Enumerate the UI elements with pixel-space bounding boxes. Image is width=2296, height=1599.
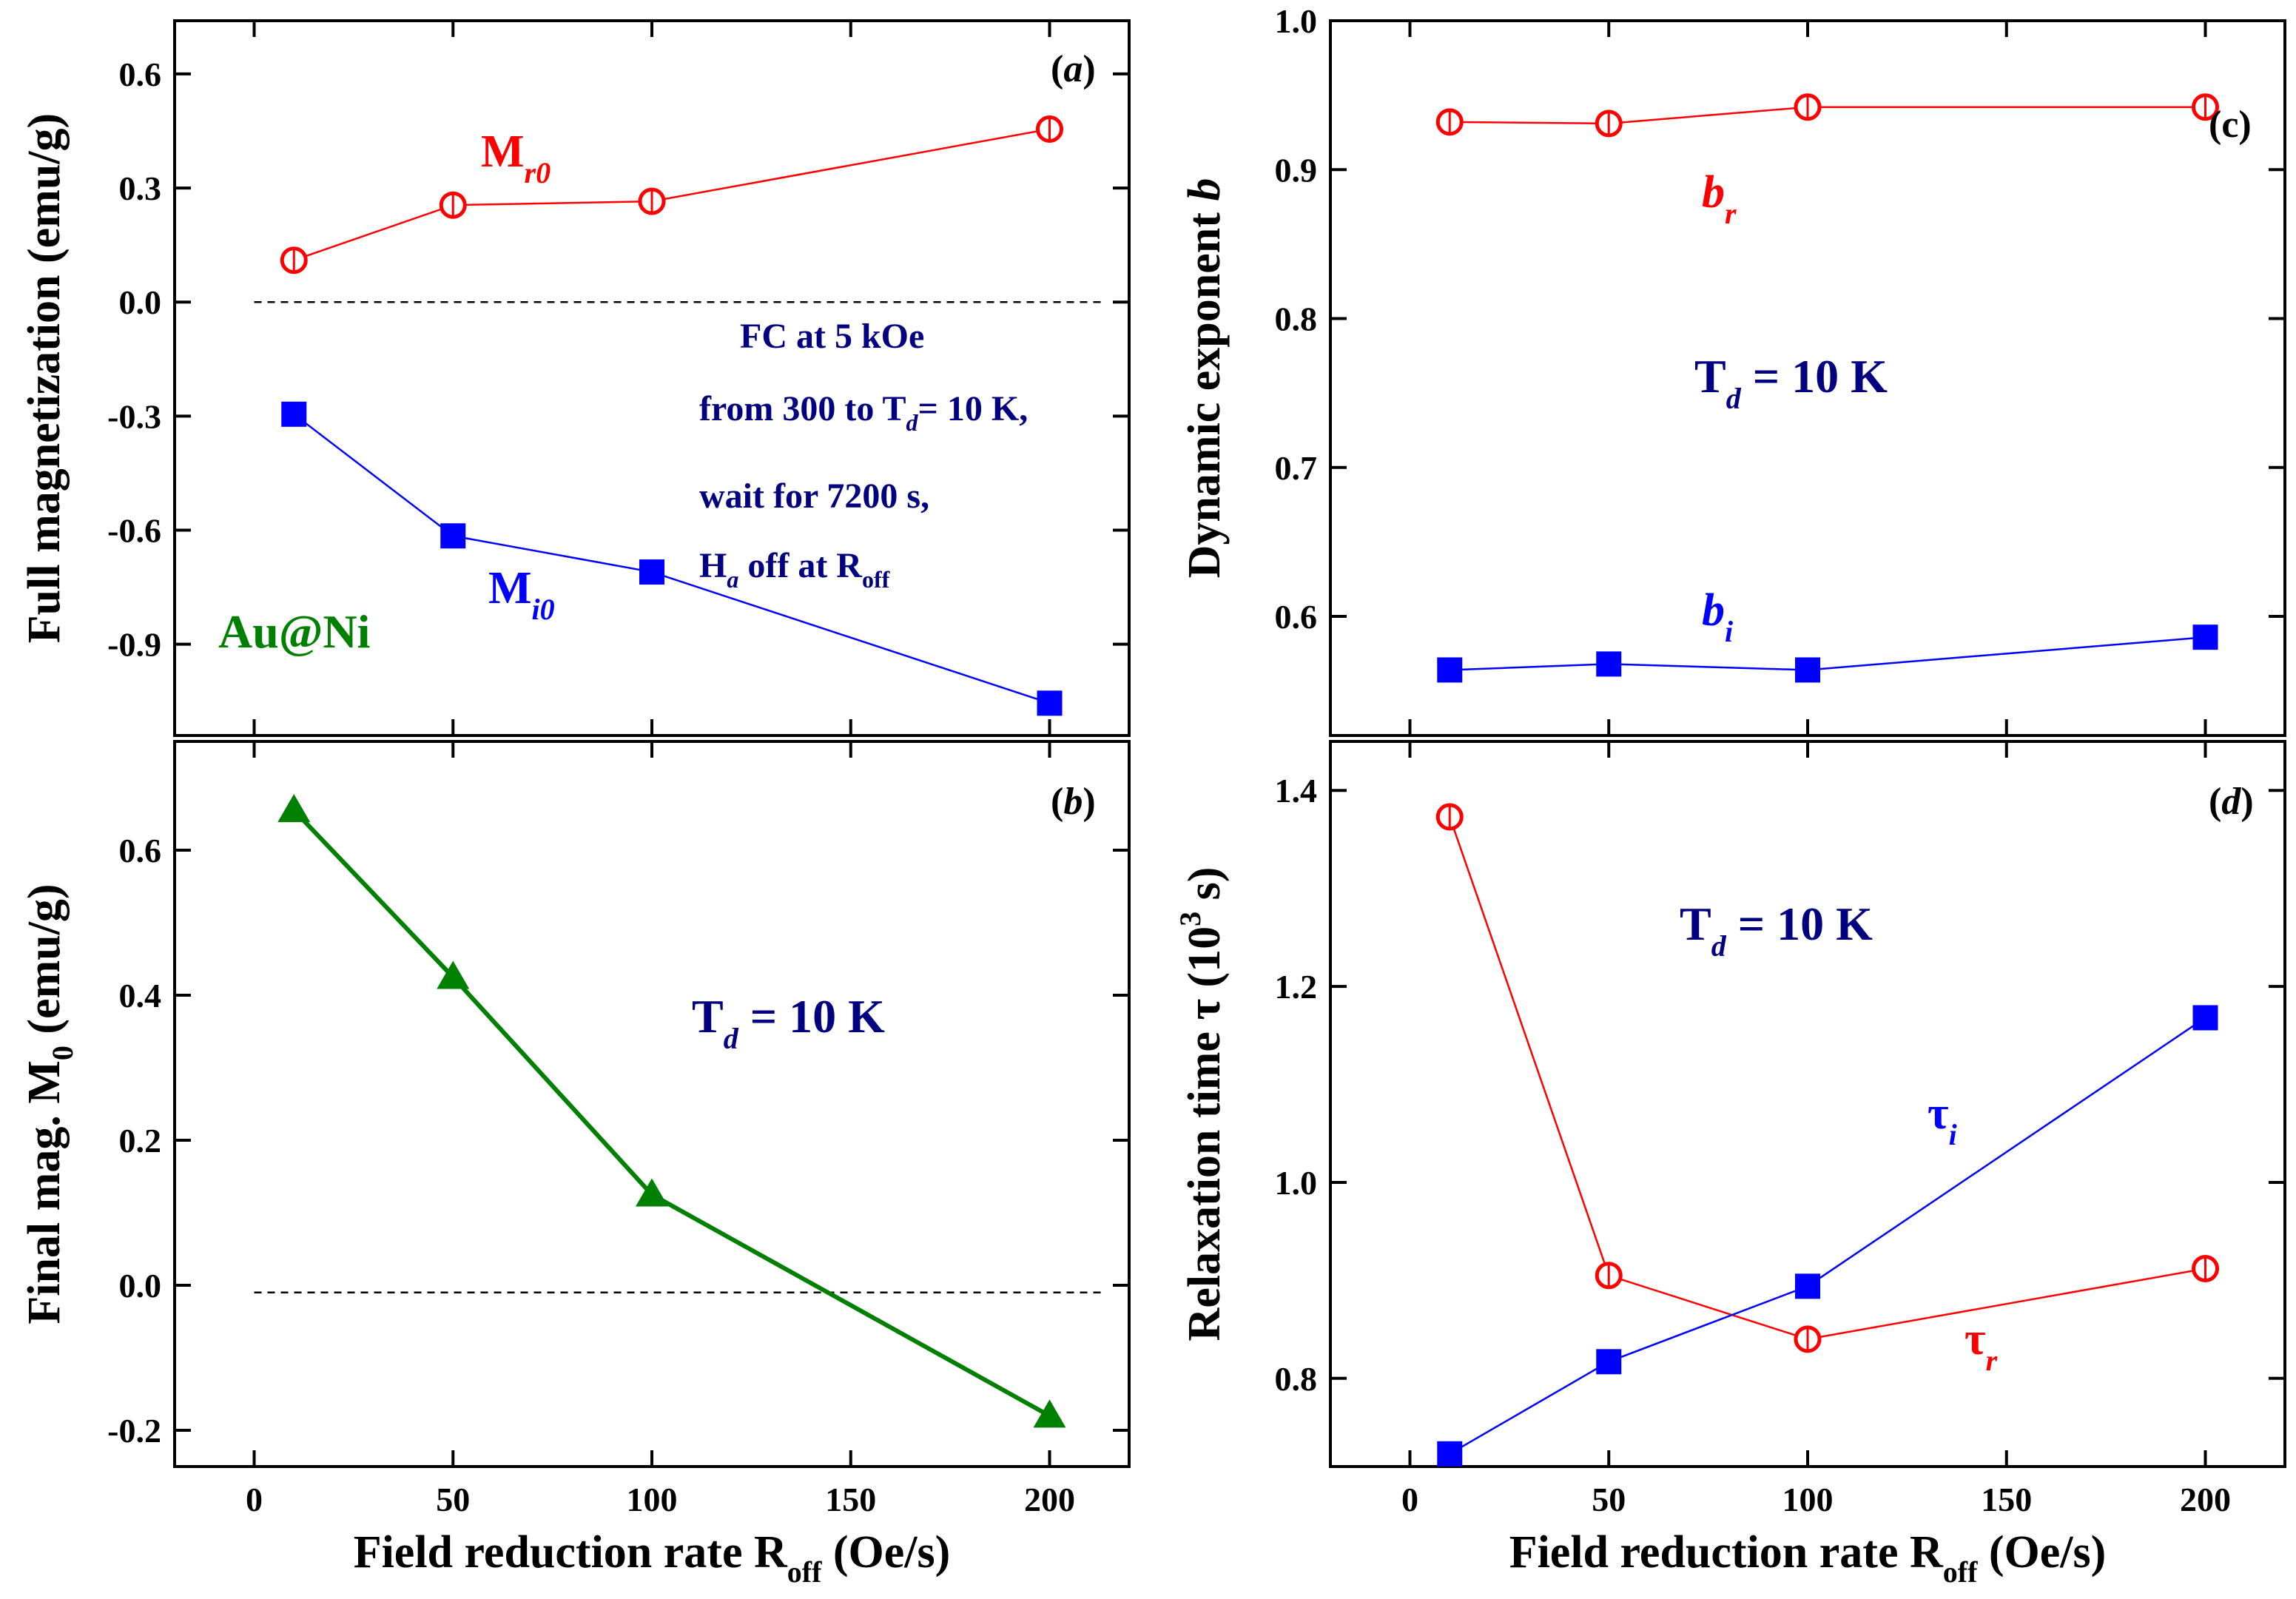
y-tick-label: 0.8 xyxy=(1275,300,1318,338)
data-point xyxy=(281,401,307,427)
data-point xyxy=(277,794,311,823)
panel-a-label-mr0: Mr0 xyxy=(481,127,551,189)
panel-c: 1.0 0.9 0.8 0.7 0.6 (c) Dynamic exponent b b… xyxy=(1179,2,2286,737)
y-tick-label: 0.9 xyxy=(1275,151,1318,189)
panel-c-label-bi: bi xyxy=(1702,585,1733,648)
data-point xyxy=(1033,1399,1066,1428)
panel-b-x-title: Field reduction rate Roff (Oe/s) xyxy=(354,1527,951,1589)
panel-d-tag: (d) xyxy=(2209,781,2254,823)
panel-d-x-ticks: 0 50 100 150 200 xyxy=(1401,741,2231,1518)
panel-a-protocol-line1: FC at 5 kOe xyxy=(740,317,924,356)
series-line-0 xyxy=(1449,816,2206,1341)
panel-d-temperature-label: Td = 10 K xyxy=(1680,898,1873,963)
y-tick-label: 1.4 xyxy=(1275,772,1318,809)
x-tick-label: 50 xyxy=(436,1481,470,1518)
y-tick-label: 0.2 xyxy=(119,1122,162,1159)
x-tick-label: 100 xyxy=(1782,1481,1834,1518)
y-tick-label: -0.9 xyxy=(107,626,161,664)
y-tick-label: 0.6 xyxy=(119,832,162,869)
data-point xyxy=(636,1178,668,1207)
data-point xyxy=(2192,1005,2218,1031)
series-line-0 xyxy=(292,809,1051,1418)
panel-d-x-title: Field reduction rate Roff (Oe/s) xyxy=(1509,1527,2107,1589)
panel-c-tag: (c) xyxy=(2209,104,2252,146)
panel-d-series xyxy=(1435,803,2219,1467)
y-tick-label: -0.6 xyxy=(107,512,161,550)
panel-a-label-mi0: Mi0 xyxy=(488,563,555,626)
y-tick-label: 1.2 xyxy=(1275,968,1318,1006)
data-point xyxy=(1037,690,1063,716)
y-tick-label: 0.6 xyxy=(119,55,162,93)
panel-b-y-title: Final mag. M0 (emu/g) xyxy=(19,883,79,1324)
panel-b-frame xyxy=(173,740,1131,1468)
panel-b: 0.6 0.4 0.2 0.0 -0.2 0 50 100 150 200 (b) Final … xyxy=(19,740,1131,1589)
x-tick-label: 0 xyxy=(1401,1481,1418,1518)
panel-a-protocol-line4: Ha off at Roff xyxy=(699,546,890,593)
x-tick-label: 200 xyxy=(1024,1481,1075,1518)
series-line-0 xyxy=(1450,106,2206,125)
panel-c-x-ticks xyxy=(1408,21,2207,735)
x-tick-label: 50 xyxy=(1592,1481,1626,1518)
panel-d-label-taui: τi xyxy=(1928,1088,1957,1151)
panel-a-protocol-line2: from 300 to Td= 10 K, xyxy=(699,389,1028,436)
y-tick-label: 0.8 xyxy=(1275,1360,1318,1398)
y-tick-label: 0.0 xyxy=(119,283,162,321)
panel-a-tag: (a) xyxy=(1051,48,1096,90)
series-line-1 xyxy=(293,413,1050,704)
panel-a-protocol-line3: wait for 7200 s, xyxy=(699,477,929,516)
panel-c-y-title: Dynamic exponent b xyxy=(1179,178,1230,579)
series-line-1 xyxy=(1449,1017,2206,1455)
y-tick-label: 0.6 xyxy=(1275,598,1318,636)
panel-a-sample-label: Au@Ni xyxy=(218,605,370,658)
y-tick-label: 0.0 xyxy=(119,1267,162,1305)
panel-a-x-ticks xyxy=(252,21,1051,735)
data-point xyxy=(2192,625,2218,650)
data-point xyxy=(1437,657,1463,683)
y-tick-label: -0.2 xyxy=(107,1412,161,1450)
y-tick-label: 0.7 xyxy=(1275,449,1318,487)
panel-c-series xyxy=(1435,93,2219,683)
panel-a-y-ticks: 0.6 0.3 0.0 -0.3 -0.6 -0.9 xyxy=(107,55,1129,664)
panel-a-series xyxy=(280,115,1063,716)
panel-d-y-title: Relaxation time τ (103 s) xyxy=(1174,867,1230,1342)
panel-b-series xyxy=(277,794,1066,1428)
panel-d: 1.4 1.2 1.0 0.8 0 50 100 150 200 (d) Relaxation… xyxy=(1174,740,2286,1589)
panel-c-label-br: br xyxy=(1702,167,1737,230)
panel-a-y-title: Full magnetization (emu/g) xyxy=(19,113,70,643)
panel-b-temperature-label: Td = 10 K xyxy=(692,990,885,1055)
x-tick-label: 100 xyxy=(627,1481,678,1518)
data-point xyxy=(1596,651,1622,677)
panel-a: 0.6 0.3 0.0 -0.3 -0.6 -0.9 (a) Full magnetiza… xyxy=(19,19,1131,737)
panel-c-temperature-label: Td = 10 K xyxy=(1694,350,1888,415)
panel-d-frame xyxy=(1329,740,2286,1468)
series-line-1 xyxy=(1450,636,2206,671)
panel-b-y-ticks: 0.6 0.4 0.2 0.0 -0.2 xyxy=(107,832,1129,1450)
x-tick-label: 150 xyxy=(825,1481,876,1518)
x-tick-label: 0 xyxy=(246,1481,263,1518)
panel-d-y-ticks: 1.4 1.2 1.0 0.8 xyxy=(1275,772,2285,1398)
x-tick-label: 150 xyxy=(1981,1481,2032,1518)
data-point xyxy=(639,559,664,585)
panel-b-tag: (b) xyxy=(1051,781,1096,823)
panel-d-label-taur: τr xyxy=(1965,1314,1998,1377)
series-line-0 xyxy=(293,128,1050,261)
y-tick-label: -0.3 xyxy=(107,397,161,435)
y-tick-label: 0.4 xyxy=(119,977,162,1014)
data-point xyxy=(1437,1441,1463,1467)
data-point xyxy=(437,960,470,989)
data-point xyxy=(1596,1349,1622,1375)
panel-b-x-ticks: 0 50 100 150 200 xyxy=(246,741,1075,1518)
panel-c-y-ticks: 1.0 0.9 0.8 0.7 0.6 xyxy=(1275,2,2285,636)
y-tick-label: 1.0 xyxy=(1275,2,1318,40)
data-point xyxy=(1795,1273,1820,1299)
x-tick-label: 200 xyxy=(2180,1481,2231,1518)
data-point xyxy=(440,523,466,549)
y-tick-label: 0.3 xyxy=(119,169,162,207)
data-point xyxy=(1795,657,1820,683)
y-tick-label: 1.0 xyxy=(1275,1164,1318,1202)
